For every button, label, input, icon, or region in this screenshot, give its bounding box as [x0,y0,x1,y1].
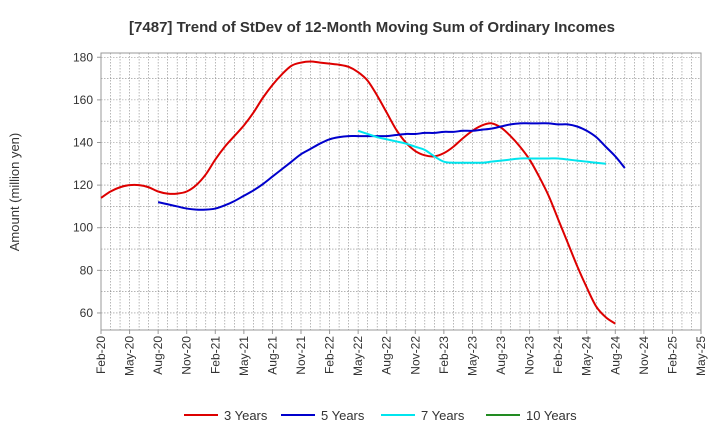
x-tick-label: Feb-24 [551,336,565,374]
legend-label: 10 Years [526,408,577,423]
x-tick-label: Nov-23 [523,336,537,375]
series-lines [100,60,626,325]
legend-label: 3 Years [224,408,268,423]
y-tick-label: 180 [73,50,93,64]
x-tick-label: Feb-23 [437,336,451,374]
y-tick-label: 80 [80,263,94,277]
grid [101,53,701,330]
x-tick-label: Nov-22 [408,336,422,375]
legend-label: 5 Years [321,408,365,423]
legend: 3 Years 5 Years 7 Years 10 Years [184,408,577,423]
chart-title: [7487] Trend of StDev of 12-Month Moving… [129,19,615,36]
y-axis-label: Amount (million yen) [7,133,22,252]
plot-area [100,52,702,331]
x-tick-label: May-25 [694,336,708,376]
y-tick-label: 60 [80,306,94,320]
legend-label: 7 Years [421,408,465,423]
x-tick-label: Aug-23 [494,336,508,375]
y-axis: 60 80 100 120 140 160 180 [73,50,101,320]
x-tick-label: May-20 [123,336,137,376]
x-tick-label: Feb-21 [208,336,222,374]
x-axis: Feb-20 May-20 Aug-20 Nov-20 Feb-21 May-21 Aug-… [94,330,708,376]
x-tick-label: Feb-25 [665,336,679,374]
y-tick-label: 160 [73,93,93,107]
x-tick-label: Aug-20 [151,336,165,375]
x-tick-label: Aug-21 [265,336,279,375]
x-tick-label: May-22 [351,336,365,376]
y-tick-label: 120 [73,178,93,192]
x-tick-label: Feb-20 [94,336,108,374]
x-tick-label: Nov-24 [637,336,651,375]
x-tick-label: Nov-21 [294,336,308,375]
x-tick-label: Feb-22 [323,336,337,374]
series-line-3-years [100,60,616,325]
y-tick-label: 140 [73,135,93,149]
series-line-5-years [157,122,626,211]
x-tick-label: Aug-22 [380,336,394,375]
x-tick-label: May-21 [237,336,251,376]
x-tick-label: Nov-20 [180,336,194,375]
x-tick-label: May-23 [465,336,479,376]
x-tick-label: May-24 [580,336,594,376]
y-tick-label: 100 [73,221,93,235]
x-tick-label: Aug-24 [608,336,622,375]
series-line-7-years [357,129,606,165]
